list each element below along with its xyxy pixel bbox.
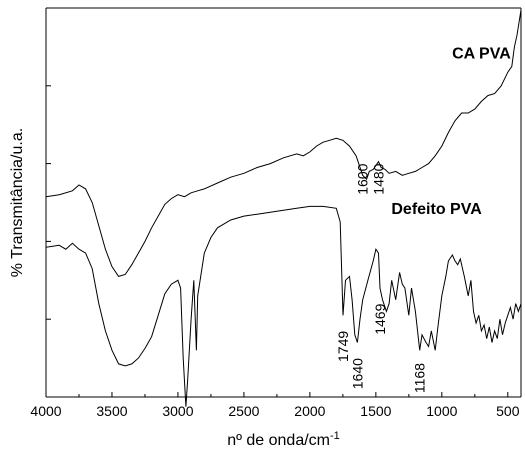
series-line-defeito-pva bbox=[45, 205, 522, 407]
x-tick-label: 2500 bbox=[228, 403, 259, 419]
x-tick-label: 1500 bbox=[360, 403, 391, 419]
peak-annotation: 1469 bbox=[372, 303, 388, 334]
x-axis-title-superscript: -1 bbox=[330, 430, 340, 442]
peak-annotation: 1749 bbox=[335, 331, 351, 362]
x-tick-label: 3500 bbox=[96, 403, 127, 419]
peak-annotation: 1600 bbox=[355, 163, 371, 194]
series-line-ca-pva bbox=[45, 9, 522, 277]
y-axis-title: % Transmitância/u.a. bbox=[9, 128, 26, 277]
x-tick-label: 2000 bbox=[294, 403, 325, 419]
peak-annotation: 1168 bbox=[412, 363, 428, 393]
x-axis-title: nº de onda/cm-1 bbox=[227, 430, 340, 449]
series-label: CA PVA bbox=[452, 46, 511, 63]
peak-annotation: 1480 bbox=[371, 163, 387, 194]
x-tick-label: 3000 bbox=[162, 403, 193, 419]
peak-annotation: 1640 bbox=[349, 358, 365, 389]
x-tick-label: 4000 bbox=[30, 403, 61, 419]
x-tick-label: 500 bbox=[496, 403, 520, 419]
x-axis-ticks: 4000 3500 3000 2500 2000 1500 1000 500 bbox=[30, 392, 520, 419]
x-axis-title-text: nº de onda/cm bbox=[227, 432, 330, 449]
y-axis-ticks bbox=[46, 7, 51, 398]
x-tick-label: 1000 bbox=[426, 403, 457, 419]
series-layer bbox=[45, 9, 522, 407]
series-label: Defeito PVA bbox=[391, 201, 482, 218]
